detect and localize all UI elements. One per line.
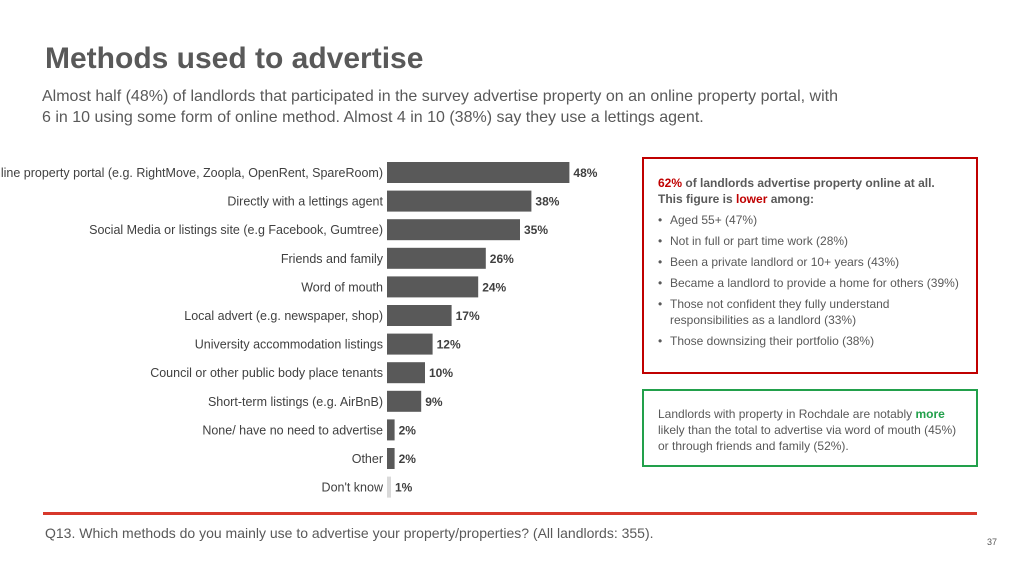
value-label: 2% xyxy=(399,423,417,437)
page-subtitle: Almost half (48%) of landlords that part… xyxy=(42,88,838,126)
value-label: 38% xyxy=(535,195,559,209)
bar xyxy=(387,162,570,183)
rochdale-text-a: Landlords with property in Rochdale are … xyxy=(658,407,916,421)
callout-lead-tail: among: xyxy=(767,192,815,206)
value-label: 9% xyxy=(425,395,443,409)
callout-bullet: Those downsizing their portfolio (38%) xyxy=(658,333,962,349)
value-label: 26% xyxy=(490,252,514,266)
category-label: Local advert (e.g. newspaper, shop) xyxy=(184,309,383,323)
callout-bullet: Aged 55+ (47%) xyxy=(658,212,962,228)
callout-lead-emphasis: lower xyxy=(736,192,768,206)
callout-bullet: Became a landlord to provide a home for … xyxy=(658,275,962,291)
rochdale-emphasis: more xyxy=(915,407,945,421)
category-label: Short-term listings (e.g. AirBnB) xyxy=(208,395,383,409)
category-label: Council or other public body place tenan… xyxy=(150,366,383,380)
category-label: University accommodation listings xyxy=(195,338,383,352)
bar xyxy=(387,190,532,212)
bar xyxy=(387,362,425,384)
value-label: 10% xyxy=(429,366,453,380)
category-label: Directly with a lettings agent xyxy=(227,195,383,209)
bar xyxy=(387,305,452,326)
question-footnote: Q13. Which methods do you mainly use to … xyxy=(45,525,654,541)
bar xyxy=(387,419,395,441)
online-advertising-callout: 62% of landlords advertise property onli… xyxy=(642,157,978,374)
value-label: 12% xyxy=(437,338,461,352)
category-label: Other xyxy=(352,452,383,466)
callout-heading: 62% of landlords advertise property onli… xyxy=(658,175,962,207)
callout-bullet: Been a private landlord or 10+ years (43… xyxy=(658,254,962,270)
category-label: Don't know xyxy=(322,481,384,495)
category-label: Friends and family xyxy=(281,252,384,266)
category-label: Social Media or listings site (e.g Faceb… xyxy=(89,223,383,237)
rochdale-text-b: likely than the total to advertise via w… xyxy=(658,423,957,453)
callout-bullet: Those not confident they fully understan… xyxy=(658,296,962,328)
value-label: 17% xyxy=(456,309,480,323)
category-label: Word of mouth xyxy=(301,280,383,294)
bar xyxy=(387,276,479,298)
rochdale-callout: Landlords with property in Rochdale are … xyxy=(642,389,978,467)
value-label: 2% xyxy=(399,452,417,466)
bar xyxy=(387,476,391,498)
callout-bullet: Not in full or part time work (28%) xyxy=(658,233,962,249)
bar xyxy=(387,390,422,412)
callout-bullet-list: Aged 55+ (47%) Not in full or part time … xyxy=(658,212,962,349)
bar xyxy=(387,448,395,469)
callout-lead-value: 62% xyxy=(658,176,683,190)
category-label: None/ have no need to advertise xyxy=(202,423,383,437)
value-label: 48% xyxy=(573,166,597,180)
value-label: 35% xyxy=(524,223,548,237)
callout-lead-text: of landlords advertise property online a… xyxy=(658,176,935,206)
bar-chart: Online property portal (e.g. RightMove, … xyxy=(0,162,598,498)
page-title: Methods used to advertise xyxy=(45,42,424,75)
value-label: 24% xyxy=(482,280,506,294)
page-number: 37 xyxy=(987,537,998,547)
bar xyxy=(387,219,520,241)
bar xyxy=(387,247,486,269)
category-label: Online property portal (e.g. RightMove, … xyxy=(0,166,383,180)
value-label: 1% xyxy=(395,481,413,495)
footer-divider xyxy=(43,512,977,515)
bar xyxy=(387,333,433,355)
